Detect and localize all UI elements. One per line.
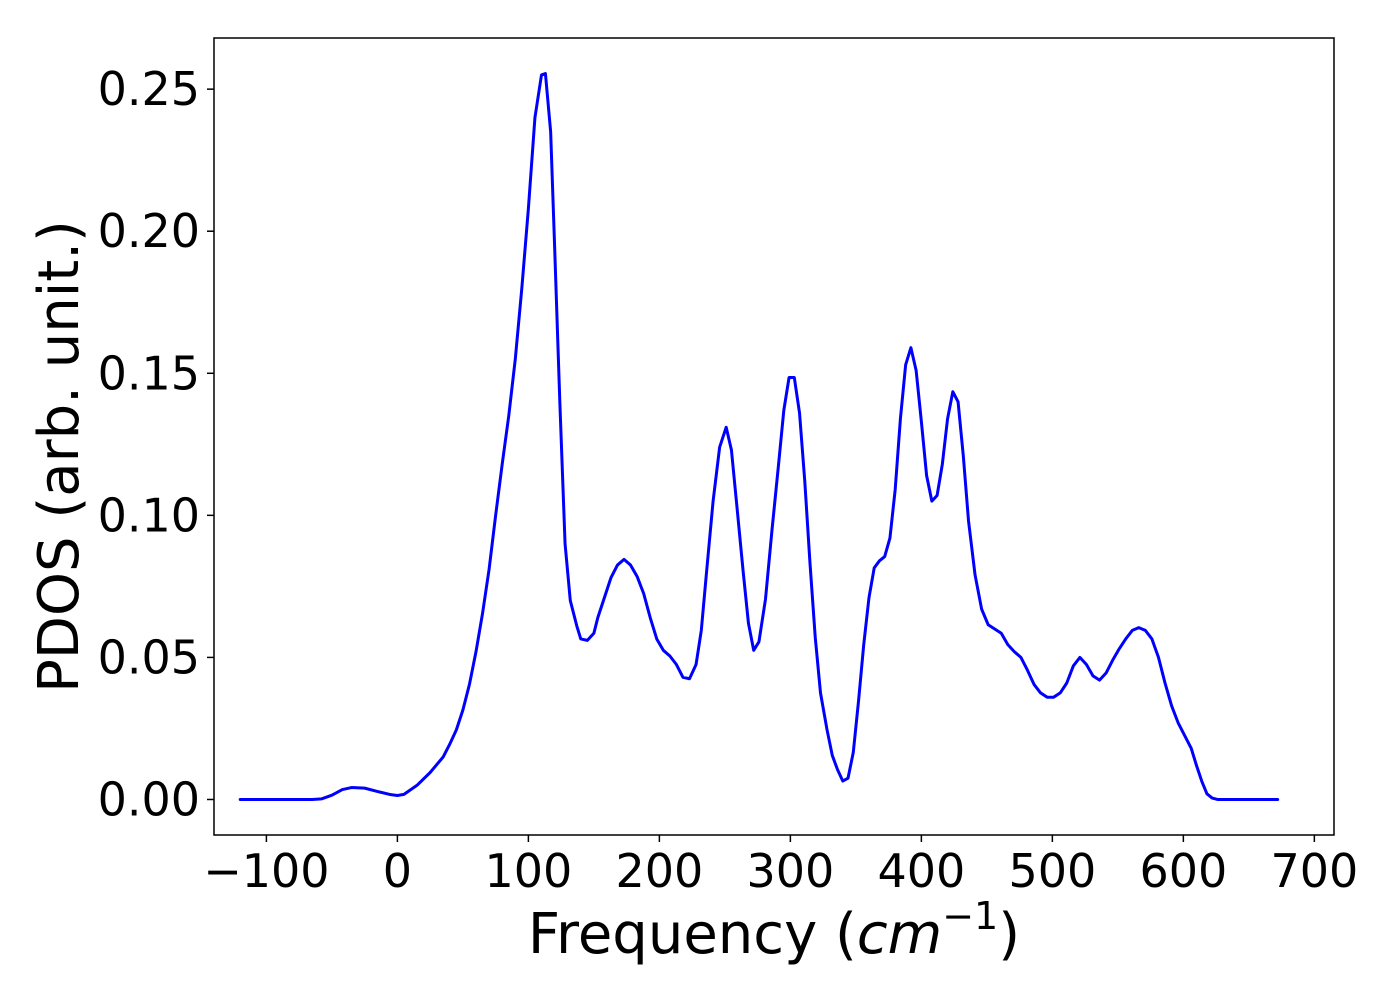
x-tick-label: 700 <box>1270 844 1358 898</box>
x-tick-label: 500 <box>1008 844 1096 898</box>
y-axis-ticks: 0.00 0.05 0.10 0.15 0.20 0.25 <box>98 62 214 826</box>
y-tick-label: 0.15 <box>98 346 200 400</box>
y-tick-label: 0.20 <box>98 204 200 258</box>
x-tick-label: 100 <box>484 844 572 898</box>
x-tick-label: 0 <box>383 844 412 898</box>
y-axis-label: PDOS (arb. unit.) <box>27 220 92 693</box>
plot-frame <box>213 37 1335 836</box>
y-tick-label: 0.25 <box>98 62 200 116</box>
x-tick-label: −100 <box>203 844 329 898</box>
x-axis-label: Frequency (cm−1) <box>528 894 1020 967</box>
x-tick-label: 600 <box>1139 844 1227 898</box>
x-axis-label-superscript: −1 <box>942 894 998 938</box>
x-tick-label: 300 <box>746 844 834 898</box>
x-tick-label: 400 <box>877 844 965 898</box>
x-axis-label-close: ) <box>998 902 1020 967</box>
series-line-0 <box>238 72 1280 801</box>
x-axis-label-main: Frequency ( <box>528 902 857 967</box>
x-axis-ticks: −100 0 100 200 300 400 500 600 700 <box>203 835 1358 898</box>
y-tick-label: 0.00 <box>98 772 200 826</box>
plot-content <box>238 72 1280 801</box>
y-tick-label: 0.05 <box>98 630 200 684</box>
y-tick-label: 0.10 <box>98 488 200 542</box>
x-tick-label: 200 <box>615 844 703 898</box>
x-axis-label-math: cm <box>857 902 942 967</box>
